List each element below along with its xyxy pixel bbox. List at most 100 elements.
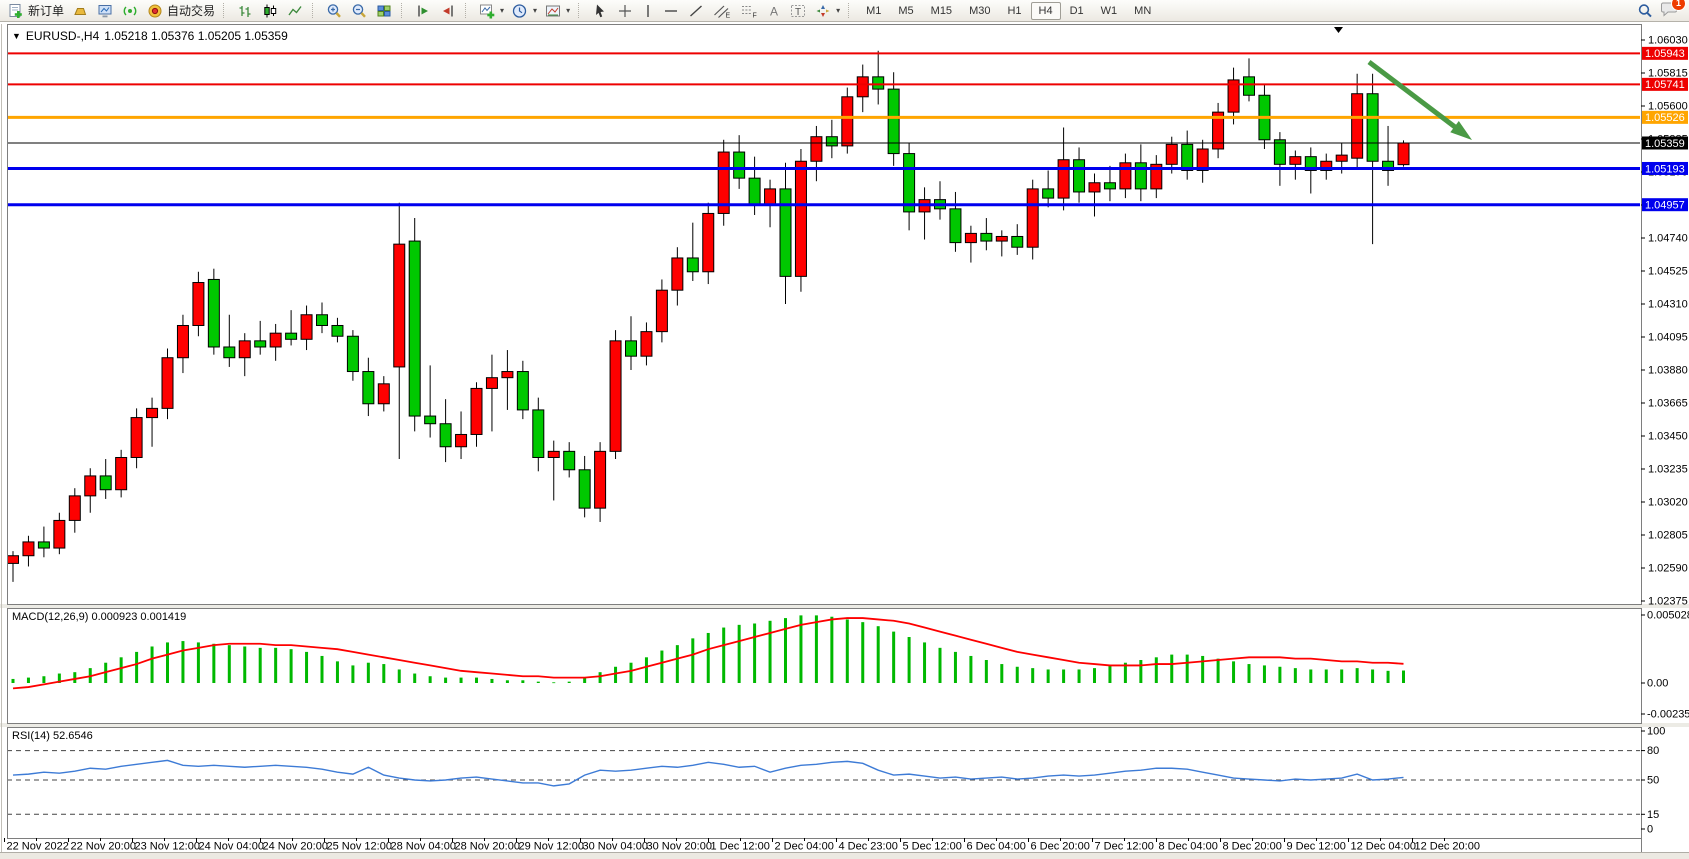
- price-axis-tag: [1642, 46, 1688, 60]
- signal-button[interactable]: [118, 2, 142, 20]
- candle-body: [362, 371, 375, 405]
- time-axis-label: 12 Dec 04:00: [1351, 841, 1416, 853]
- autotrading-label: 自动交易: [167, 4, 216, 18]
- candle-body: [424, 415, 437, 425]
- macd-histogram-bar: [1201, 655, 1205, 683]
- notification-badge: 1: [1671, 0, 1686, 11]
- gold-bar-button[interactable]: [68, 2, 92, 20]
- zoom-in-button[interactable]: [322, 2, 346, 20]
- macd-histogram-bar: [57, 673, 61, 683]
- candle-body: [207, 278, 220, 348]
- macd-histogram-bar: [1046, 669, 1050, 683]
- macd-histogram-bar: [428, 676, 432, 683]
- macd-axis-label: 0.005028: [1647, 610, 1689, 622]
- macd-histogram-bar: [42, 676, 46, 683]
- chart-shift-marker[interactable]: [1334, 27, 1343, 33]
- candles-layer: [8, 50, 1410, 582]
- gold-bar-icon: [74, 7, 87, 15]
- svg-text:E: E: [726, 12, 731, 19]
- arrows-icon: [816, 4, 830, 17]
- chart-bars-button[interactable]: [233, 2, 257, 20]
- notifications-button[interactable]: 1: [1660, 0, 1686, 22]
- candle-body: [501, 371, 514, 379]
- autoscroll-button[interactable]: [411, 2, 435, 20]
- macd-histogram-bar: [923, 642, 927, 683]
- time-axis-label: 8 Dec 04:00: [1159, 841, 1218, 853]
- chart-candles-button[interactable]: [258, 2, 282, 20]
- arrows-tool-button[interactable]: ▾: [811, 2, 843, 20]
- rsi-axis-label: 100: [1647, 726, 1665, 738]
- macd-signal-line: [12, 617, 1404, 690]
- time-axis-label: 1 Dec 12:00: [711, 841, 770, 853]
- chart-shift-button[interactable]: [436, 2, 460, 20]
- macd-histogram-bar: [768, 620, 772, 683]
- zoom-out-button[interactable]: [347, 2, 371, 20]
- timeframe-button-M30[interactable]: M30: [969, 4, 991, 17]
- candle-body: [1273, 139, 1286, 165]
- macd-histogram-bar: [984, 660, 988, 683]
- new-order-button[interactable]: 新订单: [4, 1, 67, 20]
- terminal-button[interactable]: [93, 2, 117, 20]
- candle-body: [1320, 160, 1333, 171]
- chart-line-button[interactable]: [283, 2, 307, 20]
- horizontal-line-tool-button[interactable]: [659, 2, 683, 20]
- trendline-tool-button[interactable]: [684, 2, 708, 20]
- timeframe-button-H1[interactable]: H1: [1007, 4, 1022, 17]
- chart-pane-border: [7, 24, 1642, 605]
- toolbar-separator: [848, 3, 853, 18]
- timeframe-button-D1[interactable]: D1: [1069, 4, 1084, 17]
- time-axis-label: 29 Nov 12:00: [519, 841, 584, 853]
- candle-body: [578, 469, 591, 509]
- macd-histogram-bar: [1185, 654, 1189, 683]
- template-button[interactable]: ▾: [541, 2, 573, 20]
- text-tool-button[interactable]: A: [763, 2, 785, 20]
- timeframe-button-H4[interactable]: H4: [1030, 1, 1061, 20]
- channel-tool-button[interactable]: E: [709, 2, 735, 20]
- timeframe-button-M5[interactable]: M5: [898, 4, 914, 17]
- rsi-layer: [8, 750, 1640, 815]
- timeframe-button-W1[interactable]: W1: [1100, 4, 1118, 17]
- macd-histogram-bar: [1139, 660, 1143, 683]
- macd-histogram-bar: [938, 647, 942, 683]
- candle-body: [810, 136, 823, 162]
- macd-histogram-bar: [505, 680, 509, 683]
- text-label-tool-button[interactable]: T: [786, 2, 810, 20]
- candle-body: [1011, 235, 1024, 248]
- macd-histogram-bar: [26, 677, 30, 683]
- macd-histogram-bar: [861, 622, 865, 683]
- macd-histogram-bar: [722, 627, 726, 683]
- add-indicator-button[interactable]: ▾: [475, 2, 507, 20]
- timeframe-button-M15[interactable]: M15: [930, 4, 953, 17]
- macd-axis-label: 0.00: [1647, 678, 1668, 690]
- candle-body: [1366, 93, 1379, 162]
- candle-body: [1103, 182, 1116, 190]
- period-button[interactable]: ▾: [508, 2, 540, 20]
- candle-body: [594, 450, 607, 509]
- vertical-line-tool-button[interactable]: [638, 2, 658, 20]
- time-axis-label: 2 Dec 04:00: [775, 841, 834, 853]
- macd-histogram-bar: [413, 673, 417, 683]
- crosshair-tool-button[interactable]: [613, 2, 637, 20]
- autotrading-button[interactable]: 自动交易: [143, 1, 218, 20]
- search-icon[interactable]: [1636, 3, 1654, 19]
- trend-arrow-line[interactable]: [1367, 60, 1457, 129]
- svg-text:F: F: [753, 12, 757, 19]
- candle-body: [964, 232, 977, 244]
- cursor-tool-button[interactable]: [588, 2, 612, 20]
- candle-body: [532, 409, 545, 458]
- candle-body: [53, 519, 66, 549]
- candle-body: [1088, 182, 1101, 193]
- symbol-dropdown-button[interactable]: ▼: [12, 31, 21, 41]
- chart-canvas[interactable]: 1.060301.058151.056001.053851.051701.049…: [0, 22, 1689, 859]
- timeframe-button-M1[interactable]: M1: [866, 4, 882, 17]
- fibonacci-tool-button[interactable]: F: [736, 2, 762, 20]
- signal-icon: [123, 5, 137, 16]
- time-axis-label: 30 Nov 04:00: [583, 841, 648, 853]
- candle-body: [563, 450, 576, 471]
- toolbar-separator: [312, 3, 317, 18]
- timeframe-button-MN[interactable]: MN: [1134, 4, 1152, 17]
- candle-body: [346, 335, 359, 373]
- price-tick-label: 1.05815: [1648, 68, 1688, 80]
- macd-histogram-bar: [73, 672, 77, 683]
- tile-windows-button[interactable]: [372, 2, 396, 20]
